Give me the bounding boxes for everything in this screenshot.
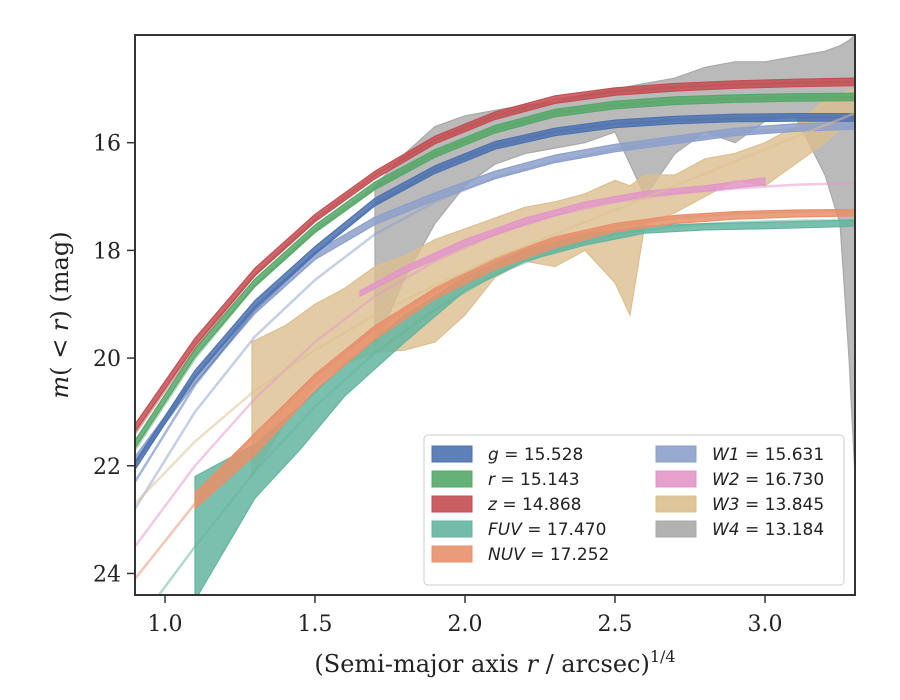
model-curve-w1 [135,125,855,510]
legend-swatch-w2 [655,470,697,488]
legend-label-w4: W4 = 13.184 [712,520,824,540]
x-axis: 1.0 1.5 2.0 2.5 3.0 [148,595,783,637]
legend-swatch-nuv [431,545,473,563]
y-tick-label: 18 [93,239,121,264]
band-r [135,92,855,450]
x-tick-label: 2.0 [448,612,483,637]
legend-label-z: z = 14.868 [487,495,581,515]
band-w2 [359,177,766,298]
x-tick-label: 2.5 [598,612,633,637]
series-models [135,80,855,595]
plot-frame [134,34,856,596]
y-tick-label: 16 [93,132,121,157]
legend-label-r: r = 15.143 [488,470,580,490]
x-axis-label: (Semi-major axis r / arcsec)1/4 [314,647,675,678]
x-tick-label: 1.5 [298,612,333,637]
model-curve-w2 [135,181,855,548]
band-w1 [135,121,855,466]
x-tick-label: 3.0 [748,612,783,637]
y-tick-label: 24 [93,562,121,587]
model-curve-g [135,116,855,483]
legend-label-nuv: NUV = 17.252 [488,545,609,565]
x-tick-label: 1.0 [148,612,183,637]
model-curve-r [135,95,855,451]
legend-swatch-fuv [431,520,473,538]
band-nuv [194,208,855,511]
legend-swatch-r [431,470,473,488]
legend: g = 15.528 r = 15.143 z = 14.868 FUV = 17.4… [423,434,845,586]
y-axis: 16 18 20 22 24 [93,132,135,587]
legend-swatch-g [431,445,473,463]
y-axis-label: m( < r) (mag) [46,231,74,398]
legend-swatch-w3 [655,495,697,513]
legend-label-w2: W2 = 16.730 [712,470,824,490]
y-tick-label: 22 [93,455,121,480]
model-curve-z [135,80,855,435]
model-curve-w3 [135,111,855,505]
legend-swatch-w4 [655,520,697,538]
legend-box [423,434,845,586]
legend-label-g: g = 15.528 [488,445,583,465]
legend-label-w1: W1 = 15.631 [712,445,824,465]
model-curve-nuv [135,209,855,580]
legend-label-w3: W3 = 13.845 [712,495,824,515]
legend-swatch-w1 [655,445,697,463]
legend-label-fuv: FUV = 17.470 [488,520,606,540]
model-curve-fuv [157,218,855,595]
band-z [135,77,855,433]
legend-swatch-z [431,495,473,513]
y-tick-label: 20 [93,347,121,372]
